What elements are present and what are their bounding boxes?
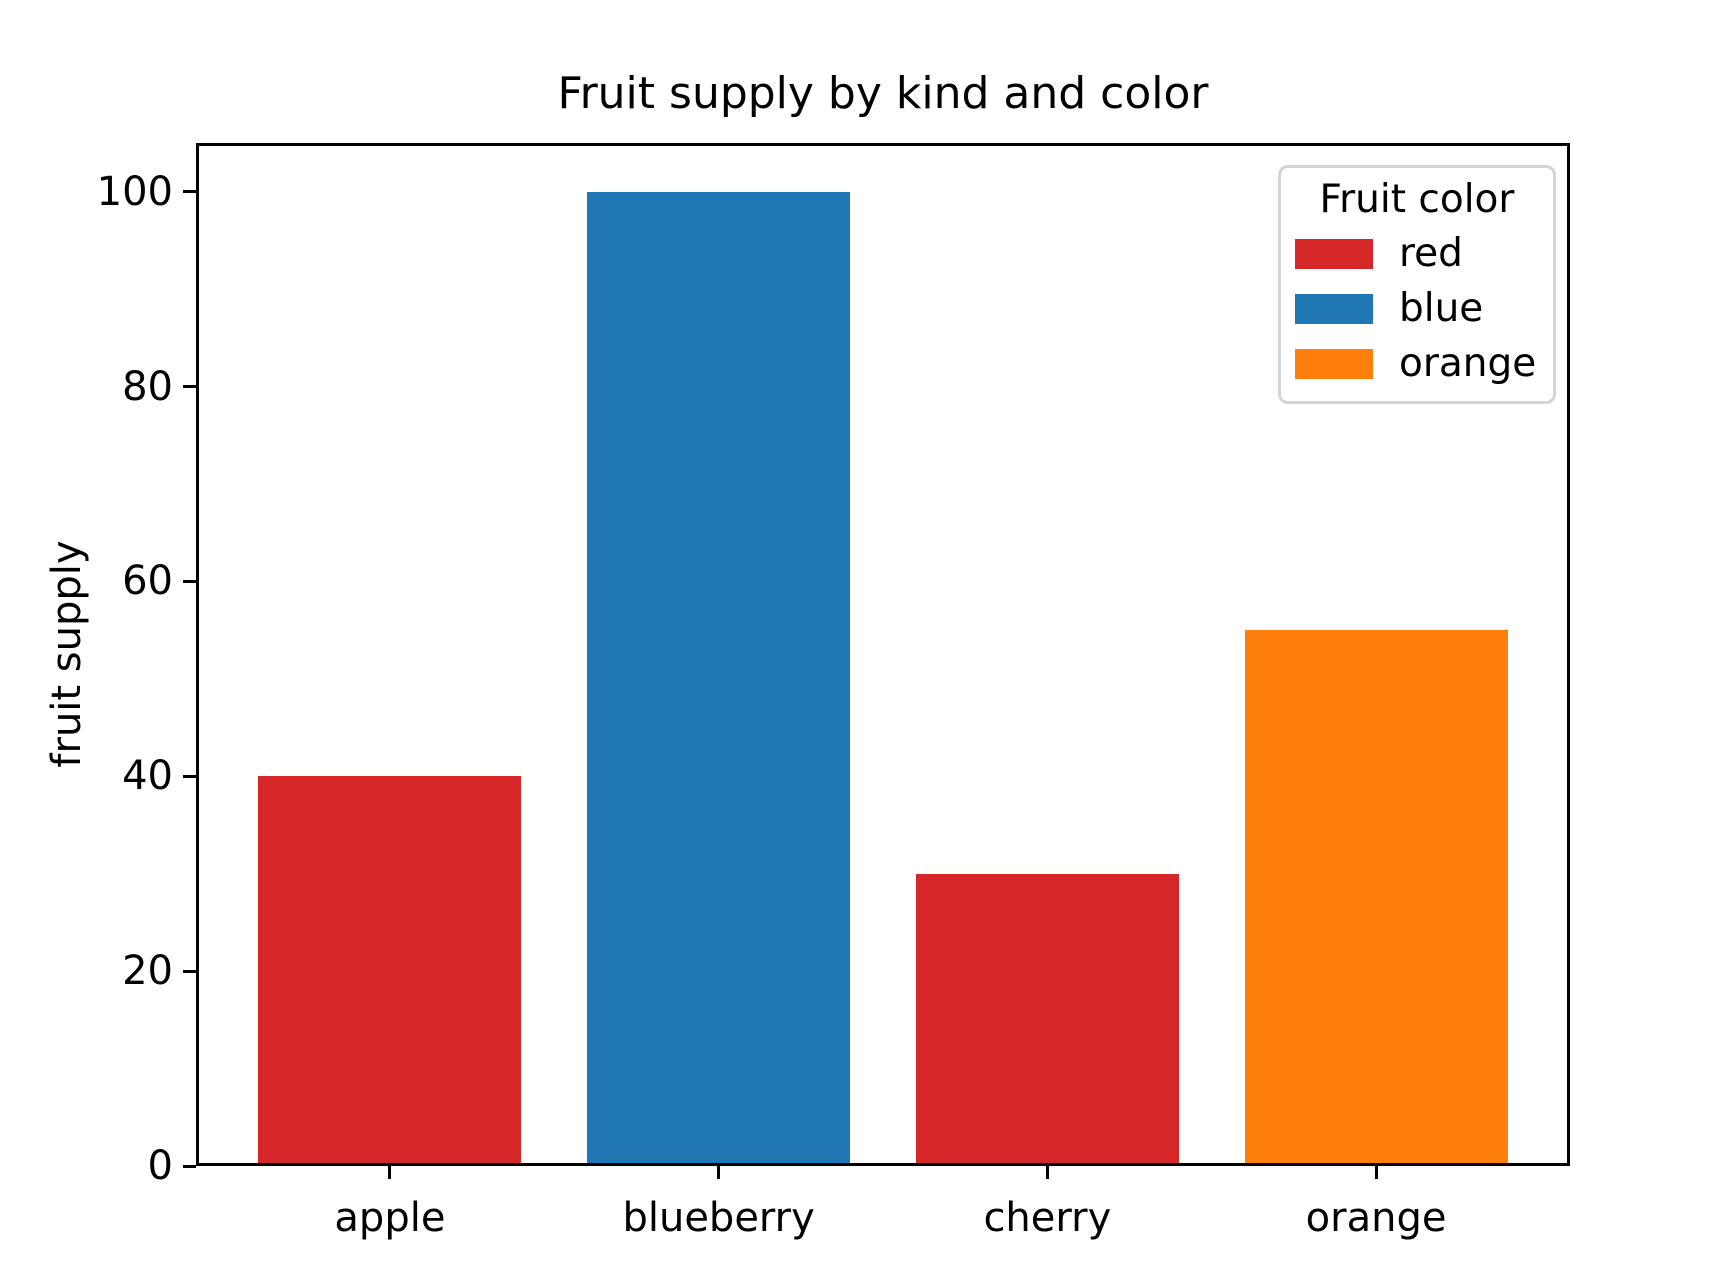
y-tick-mark	[183, 969, 196, 973]
legend-entries: red blue orange	[1295, 226, 1539, 391]
legend-label: red	[1399, 230, 1463, 276]
y-tick-label: 100	[96, 168, 173, 215]
y-tick-mark	[183, 1164, 196, 1168]
x-tick-label-blueberry: blueberry	[622, 1195, 815, 1241]
y-tick-mark	[183, 385, 196, 389]
y-tick-label: 60	[122, 558, 173, 605]
x-tick-label-apple: apple	[334, 1195, 446, 1241]
chart-title: Fruit supply by kind and color	[557, 68, 1209, 119]
legend: Fruit color red blue orange	[1278, 165, 1556, 404]
legend-entry-red: red	[1295, 226, 1539, 281]
y-tick-label: 20	[122, 948, 173, 995]
x-tick-label-orange: orange	[1305, 1195, 1447, 1241]
legend-entry-blue: blue	[1295, 281, 1539, 336]
y-tick-mark	[183, 774, 196, 778]
legend-label: blue	[1399, 285, 1484, 331]
x-tick-mark	[1374, 1166, 1378, 1179]
y-tick-mark	[183, 190, 196, 194]
legend-label: orange	[1399, 340, 1537, 386]
x-tick-mark	[1045, 1166, 1049, 1179]
y-tick-mark	[183, 579, 196, 583]
y-tick-label: 80	[122, 363, 173, 410]
legend-swatch-blue	[1295, 293, 1373, 324]
y-tick-label: 0	[147, 1143, 173, 1189]
y-tick-label: 40	[122, 753, 173, 800]
legend-entry-orange: orange	[1295, 336, 1539, 391]
bar-blueberry	[587, 191, 851, 1166]
legend-swatch-red	[1295, 238, 1373, 269]
bar-orange	[1244, 630, 1508, 1166]
x-tick-label-cherry: cherry	[983, 1195, 1112, 1241]
legend-title: Fruit color	[1319, 177, 1515, 222]
x-tick-mark	[717, 1166, 721, 1179]
legend-swatch-orange	[1295, 348, 1373, 379]
bar-apple	[258, 776, 522, 1166]
x-tick-mark	[388, 1166, 392, 1179]
bar-cherry	[915, 873, 1179, 1166]
